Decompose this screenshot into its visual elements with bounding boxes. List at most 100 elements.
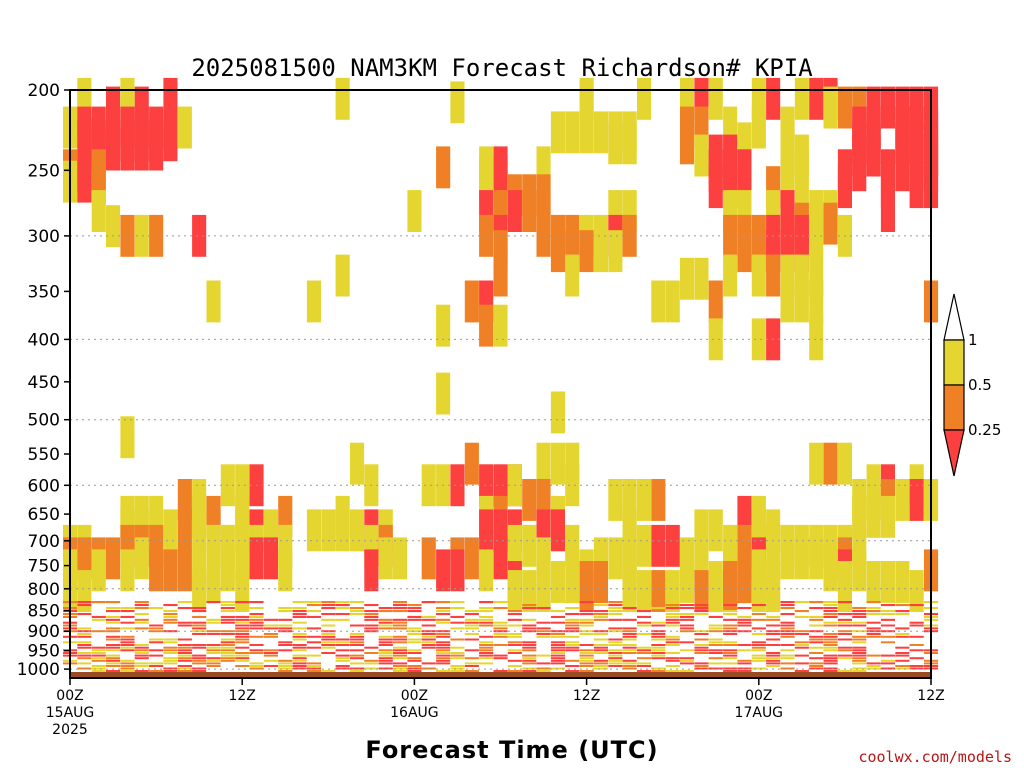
- boundary-layer-cell: [723, 627, 738, 630]
- boundary-layer-cell: [335, 607, 350, 610]
- boundary-layer-cell: [880, 610, 895, 613]
- boundary-layer-cell: [120, 615, 135, 618]
- heatmap-cell: [565, 524, 580, 567]
- boundary-layer-cell: [436, 613, 451, 616]
- boundary-layer-cell: [522, 604, 537, 607]
- boundary-layer-cell: [192, 627, 207, 630]
- boundary-layer-cell: [192, 633, 207, 635]
- heatmap-cell: [708, 318, 723, 361]
- boundary-layer-cell: [77, 654, 92, 657]
- boundary-layer-cell: [579, 665, 594, 667]
- boundary-layer-cell: [780, 654, 795, 657]
- boundary-layer-cell: [651, 621, 666, 624]
- boundary-layer-cell: [235, 627, 250, 630]
- boundary-layer-cell: [350, 654, 365, 657]
- boundary-layer-cell: [550, 662, 565, 665]
- y-tick-label: 200: [28, 81, 60, 101]
- boundary-layer-cell: [665, 618, 680, 621]
- boundary-layer-cell: [263, 665, 278, 667]
- boundary-layer-cell: [852, 613, 867, 616]
- heatmap-cell: [393, 537, 408, 580]
- boundary-layer-cell: [880, 654, 895, 657]
- boundary-layer-cell: [651, 601, 666, 604]
- boundary-layer-cell: [780, 649, 795, 652]
- boundary-layer-cell: [694, 638, 709, 641]
- heatmap-cell: [565, 561, 580, 603]
- boundary-layer-cell: [723, 654, 738, 657]
- boundary-layer-cell: [694, 662, 709, 665]
- heatmap-cell: [708, 280, 723, 323]
- boundary-layer-cell: [378, 659, 393, 662]
- boundary-layer-cell: [149, 624, 164, 627]
- boundary-layer-cell: [909, 635, 924, 638]
- boundary-layer-cell: [680, 657, 695, 660]
- boundary-layer-cell: [120, 670, 135, 672]
- boundary-layer-cell: [249, 635, 264, 638]
- boundary-layer-cell: [249, 667, 264, 670]
- boundary-layer-cell: [220, 652, 235, 654]
- heatmap-cell: [120, 128, 135, 171]
- boundary-layer-cell: [163, 670, 178, 672]
- boundary-layer-cell: [249, 627, 264, 630]
- boundary-layer-cell: [823, 615, 838, 618]
- heatmap-cell: [809, 318, 824, 361]
- boundary-layer-cell: [249, 615, 264, 618]
- boundary-layer-cell: [565, 635, 580, 638]
- boundary-layer-cell: [77, 635, 92, 638]
- boundary-layer-cell: [77, 610, 92, 613]
- boundary-layer-cell: [723, 624, 738, 627]
- boundary-layer-cell: [909, 644, 924, 646]
- boundary-layer-cell: [593, 630, 608, 633]
- boundary-layer-cell: [163, 630, 178, 633]
- boundary-layer-cell: [593, 638, 608, 641]
- boundary-layer-cell: [794, 633, 809, 635]
- boundary-layer-cell: [120, 649, 135, 652]
- boundary-layer-cell: [837, 646, 852, 649]
- boundary-layer-cell: [393, 665, 408, 667]
- boundary-layer-cell: [622, 638, 637, 641]
- boundary-layer-cell: [593, 646, 608, 649]
- boundary-layer-cell: [106, 644, 121, 646]
- boundary-layer-cell: [823, 657, 838, 660]
- heatmap-cell: [866, 561, 881, 603]
- heatmap-cell: [895, 561, 910, 603]
- heatmap-cell: [794, 149, 809, 192]
- boundary-layer-cell: [106, 654, 121, 657]
- boundary-layer-cell: [637, 621, 652, 624]
- heatmap-cell: [479, 464, 494, 507]
- boundary-layer-cell: [450, 621, 465, 624]
- boundary-layer-cell: [206, 621, 221, 624]
- boundary-layer-cell: [852, 638, 867, 641]
- boundary-layer-cell: [77, 630, 92, 633]
- boundary-layer-cell: [263, 635, 278, 638]
- boundary-layer-cell: [651, 633, 666, 635]
- boundary-layer-cell: [393, 607, 408, 610]
- boundary-layer-cell: [77, 627, 92, 630]
- boundary-layer-cell: [766, 652, 781, 654]
- boundary-layer-cell: [794, 644, 809, 646]
- boundary-layer-cell: [751, 667, 766, 670]
- boundary-layer-cell: [407, 659, 422, 662]
- boundary-layer-cell: [235, 618, 250, 621]
- boundary-layer-cell: [235, 604, 250, 607]
- boundary-layer-cell: [522, 627, 537, 630]
- boundary-layer-cell: [321, 618, 336, 621]
- heatmap-cell: [895, 479, 910, 521]
- boundary-layer-cell: [378, 662, 393, 665]
- heatmap-cell: [479, 156, 494, 199]
- boundary-layer-cell: [837, 649, 852, 652]
- boundary-layer-cell: [507, 635, 522, 638]
- boundary-layer-cell: [565, 641, 580, 644]
- boundary-layer-cell: [407, 652, 422, 654]
- boundary-layer-cell: [507, 649, 522, 652]
- boundary-layer-cell: [292, 610, 307, 613]
- boundary-layer-cell: [321, 613, 336, 616]
- boundary-layer-cell: [149, 607, 164, 610]
- boundary-layer-cell: [192, 659, 207, 662]
- boundary-layer-cell: [895, 633, 910, 635]
- boundary-layer-cell: [550, 610, 565, 613]
- boundary-layer-cell: [493, 627, 508, 630]
- boundary-layer-cell: [134, 607, 149, 610]
- boundary-layer-cell: [278, 618, 293, 621]
- boundary-layer-cell: [880, 659, 895, 662]
